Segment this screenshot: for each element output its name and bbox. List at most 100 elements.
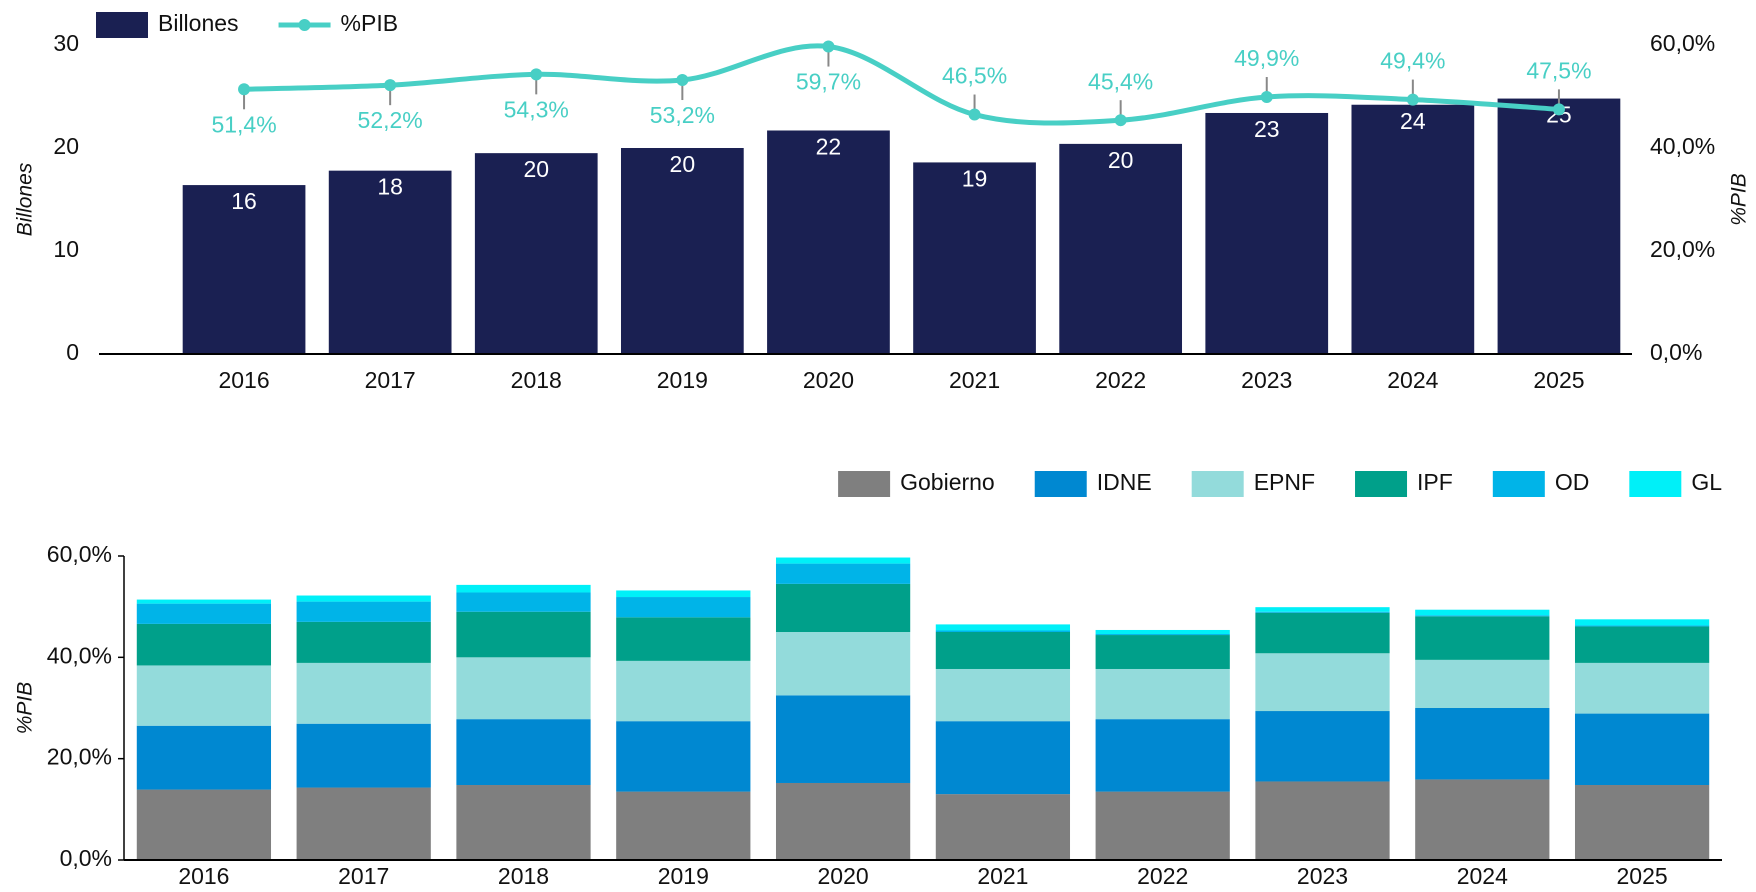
bar-segment xyxy=(616,617,751,661)
y-tick-label: 60,0% xyxy=(47,541,112,567)
x-tick-label: 2019 xyxy=(658,863,709,889)
bar-segment xyxy=(296,601,431,622)
x-tick-label: 2025 xyxy=(1533,367,1584,393)
bar-segment xyxy=(136,665,272,726)
x-tick-label: 2023 xyxy=(1241,367,1292,393)
y-axis-title: Billones xyxy=(14,162,37,236)
bar-segment xyxy=(775,557,911,564)
line-value-label: 49,4% xyxy=(1380,48,1445,74)
bar xyxy=(1205,112,1329,354)
legend-label: %PIB xyxy=(341,10,399,36)
x-tick-label: 2017 xyxy=(365,367,416,393)
x-tick-label: 2022 xyxy=(1095,367,1146,393)
legend-label: Gobierno xyxy=(900,469,995,495)
x-tick-label: 2020 xyxy=(818,863,869,889)
x-tick-label: 2023 xyxy=(1297,863,1348,889)
line-value-label: 46,5% xyxy=(942,63,1007,89)
line-value-label: 52,2% xyxy=(358,107,423,133)
y-tick-label: 30 xyxy=(53,30,79,56)
bar-segment xyxy=(136,599,272,604)
legend-label: IPF xyxy=(1417,469,1453,495)
bar-segment xyxy=(136,789,272,860)
bar-segment xyxy=(296,621,431,663)
bar-segment xyxy=(1095,635,1230,669)
line-marker xyxy=(1114,114,1127,127)
y-tick-label: 40,0% xyxy=(47,642,112,668)
bar-segment xyxy=(1255,653,1390,712)
x-tick-label: 2022 xyxy=(1137,863,1188,889)
y-tick-label: 20 xyxy=(53,133,79,159)
bar-segment xyxy=(935,721,1071,795)
legend-label: Billones xyxy=(158,10,239,36)
bar-segment xyxy=(775,632,911,696)
x-tick-label: 2018 xyxy=(498,863,549,889)
x-tick-label: 2017 xyxy=(338,863,389,889)
bar-segment xyxy=(775,695,911,783)
bar-segment xyxy=(616,791,751,860)
line-value-label: 49,9% xyxy=(1234,45,1299,71)
bar-segment xyxy=(456,592,591,612)
bar xyxy=(1059,143,1183,354)
bar xyxy=(913,162,1036,354)
bar-segment xyxy=(1095,719,1230,792)
bar-segment xyxy=(935,794,1071,860)
legend-swatch xyxy=(1492,471,1545,497)
legend-swatch xyxy=(1355,471,1408,497)
line-marker xyxy=(1260,91,1273,104)
y-tick-label: 0 xyxy=(66,339,79,365)
bar-segment xyxy=(456,719,591,786)
line-marker xyxy=(238,83,251,96)
x-tick-label: 2020 xyxy=(803,367,854,393)
bar-segment xyxy=(1574,713,1710,786)
bar-segment xyxy=(1095,791,1230,860)
bar-value-label: 20 xyxy=(1108,147,1134,173)
y2-tick-label: 0,0% xyxy=(1650,339,1702,365)
bar-segment xyxy=(1255,607,1390,612)
bar-segment xyxy=(1574,785,1710,860)
bar-segment xyxy=(456,657,591,720)
bar-segment xyxy=(935,630,1071,632)
x-tick-label: 2025 xyxy=(1617,863,1668,889)
line-marker xyxy=(968,108,981,121)
legend-swatch xyxy=(1191,471,1244,497)
y2-tick-label: 40,0% xyxy=(1650,133,1715,159)
x-tick-label: 2019 xyxy=(657,367,708,393)
bar-value-label: 23 xyxy=(1254,116,1280,142)
line-marker xyxy=(676,74,689,87)
bar-segment xyxy=(456,584,591,593)
line-value-label: 51,4% xyxy=(211,111,276,137)
bar-segment xyxy=(1095,634,1230,636)
y-tick-label: 20,0% xyxy=(47,744,112,770)
legend-label: EPNF xyxy=(1254,469,1315,495)
line-marker xyxy=(530,68,543,81)
line-value-label: 47,5% xyxy=(1526,57,1591,83)
bar-segment xyxy=(456,611,591,658)
legend-swatch xyxy=(838,471,891,497)
x-tick-label: 2024 xyxy=(1387,367,1438,393)
bar-value-label: 22 xyxy=(816,134,842,160)
line-marker xyxy=(822,40,835,53)
bar-segment xyxy=(296,595,431,602)
bar xyxy=(1351,104,1475,355)
bar-segment xyxy=(1255,612,1390,654)
line-value-label: 59,7% xyxy=(796,69,861,95)
bar-value-label: 24 xyxy=(1400,108,1426,134)
bar-segment xyxy=(296,723,431,788)
bar-segment xyxy=(775,583,911,632)
legend-swatch xyxy=(298,19,311,31)
y2-tick-label: 20,0% xyxy=(1650,236,1715,262)
x-tick-label: 2021 xyxy=(949,367,1000,393)
legend-swatch xyxy=(1629,471,1682,497)
line-marker xyxy=(1406,93,1419,106)
legend-label: GL xyxy=(1691,469,1722,495)
bar-segment xyxy=(616,660,751,722)
bar-segment xyxy=(1574,619,1710,626)
legend-label: IDNE xyxy=(1097,469,1152,495)
bar-segment xyxy=(1415,779,1550,860)
bar-segment xyxy=(1415,615,1550,617)
legend-swatch xyxy=(96,12,148,38)
bar xyxy=(474,153,598,354)
bar xyxy=(328,170,452,354)
bar-segment xyxy=(136,603,272,624)
bar-segment xyxy=(616,721,751,792)
